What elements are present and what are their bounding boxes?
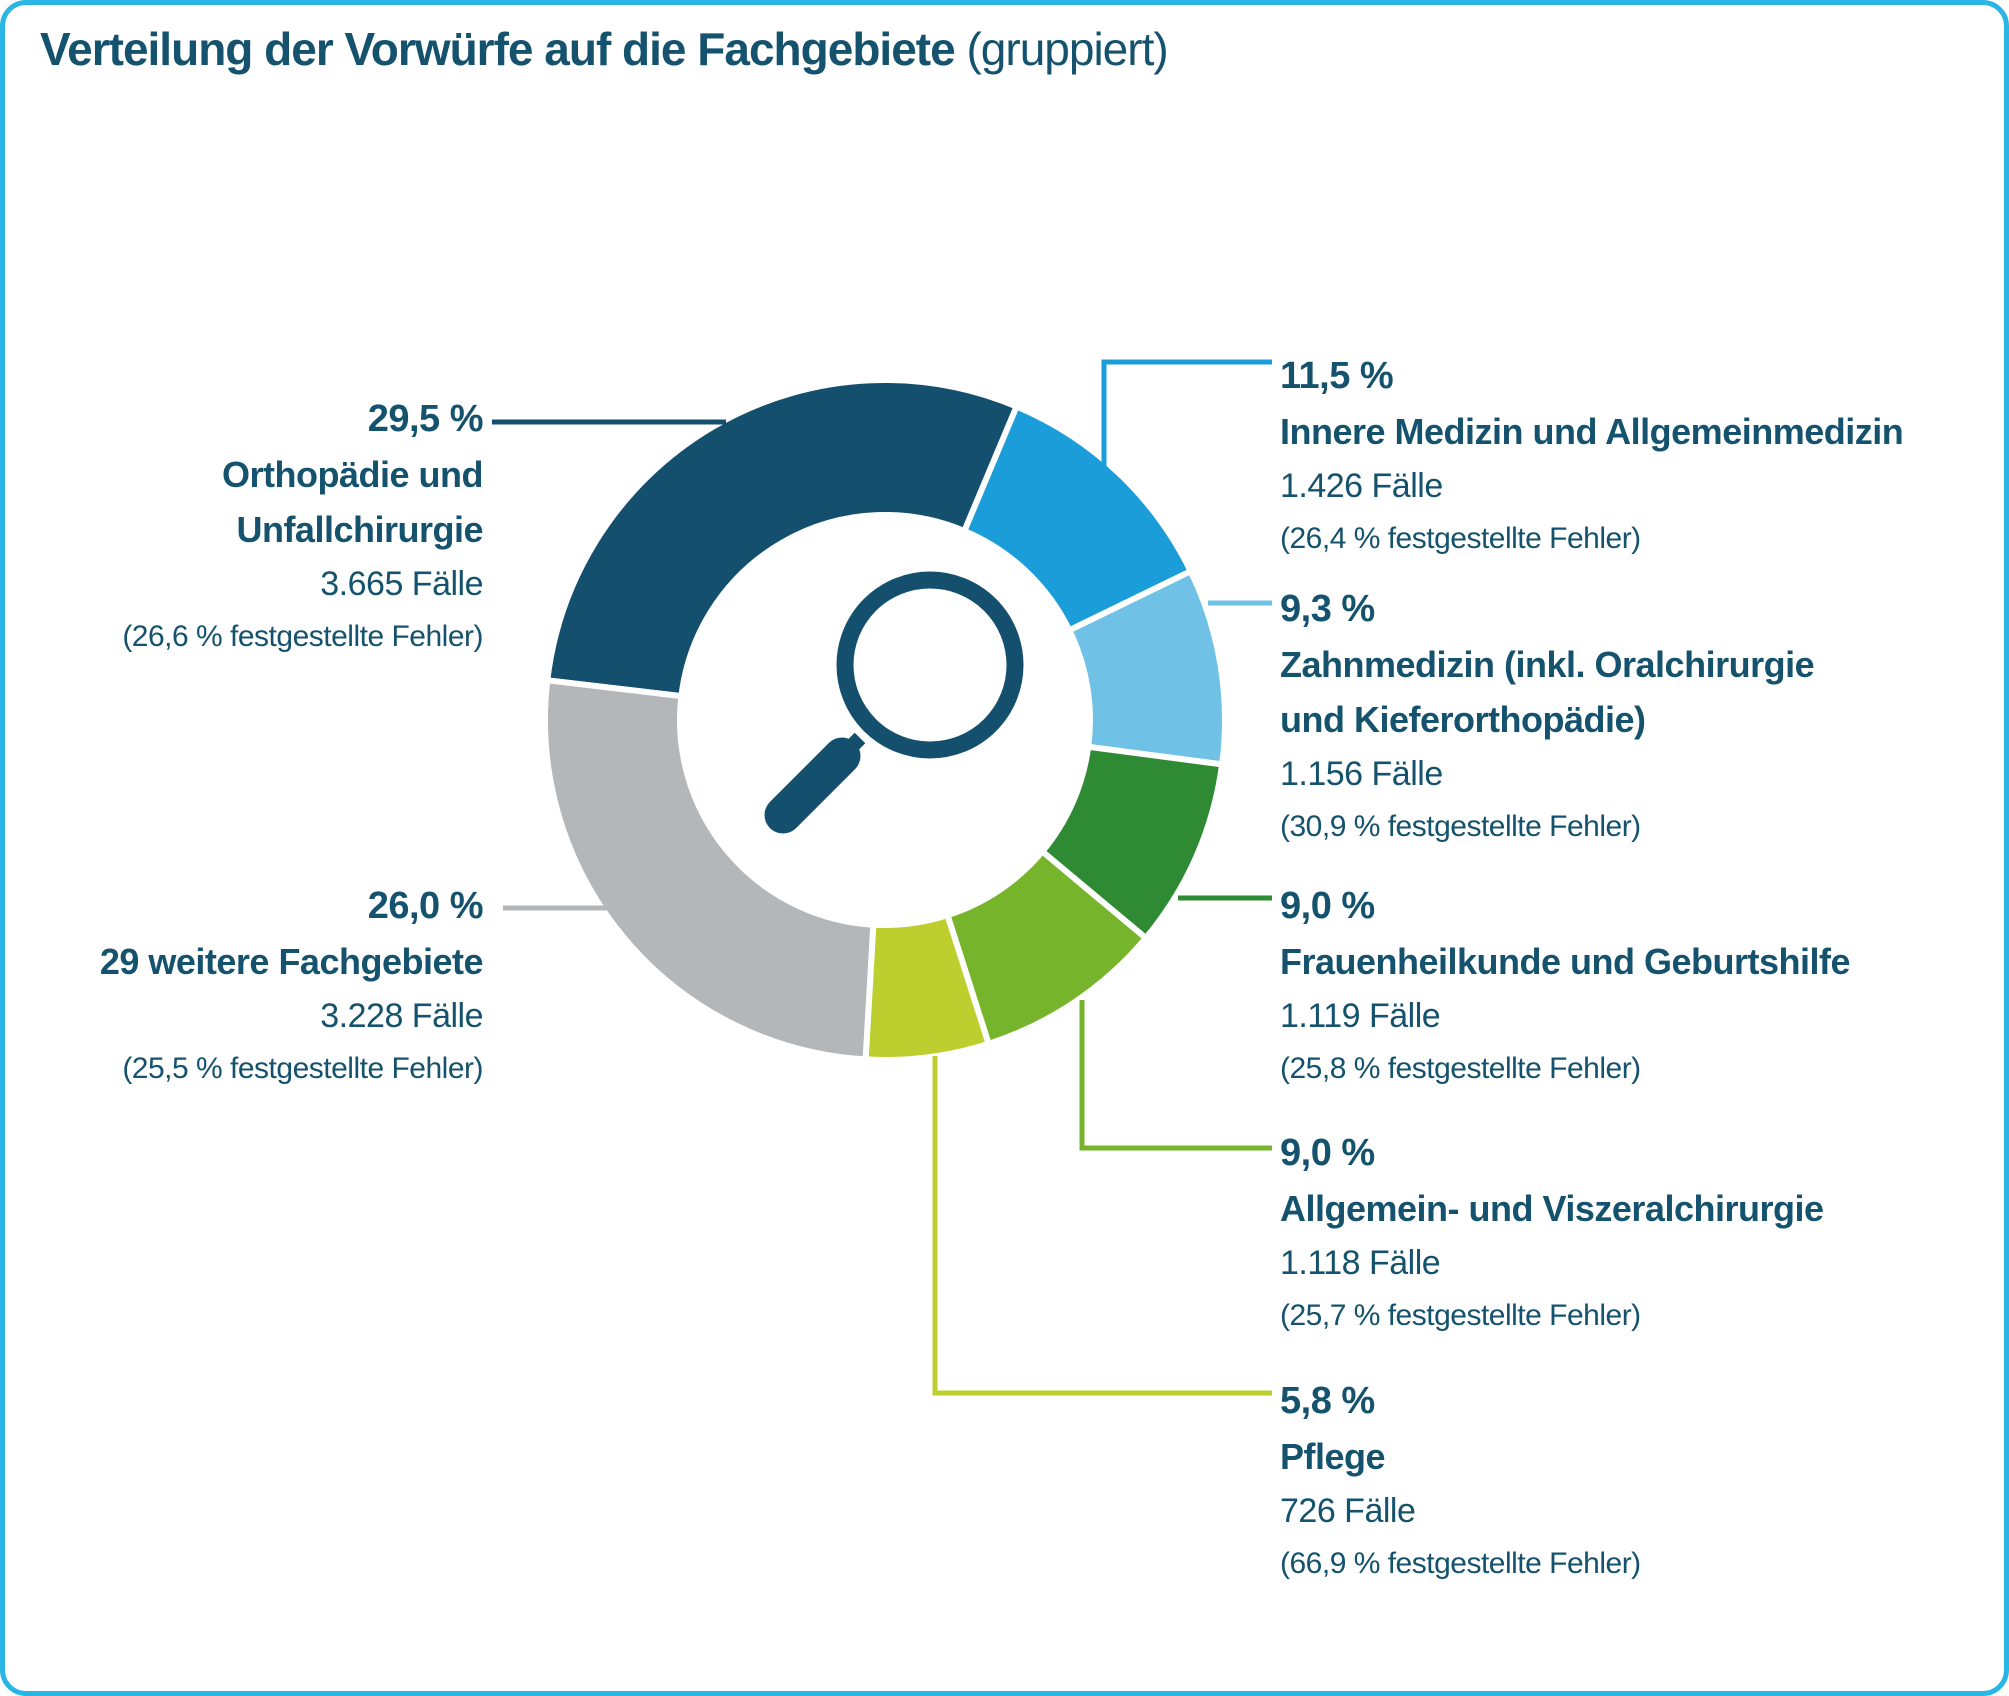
magnifier-icon bbox=[764, 571, 1024, 834]
label-innere-medizin: 11,5 % Innere Medizin und Allgemeinmediz… bbox=[1280, 349, 2000, 564]
segment-pct: 5,8 % bbox=[1280, 1380, 1375, 1422]
segment-error-rate: (25,5 % festgestellte Fehler) bbox=[122, 1052, 483, 1085]
segment-name-line: Orthopädie und bbox=[222, 454, 483, 495]
segment-cases: 1.118 Fälle bbox=[1280, 1244, 1441, 1282]
page-title: Verteilung der Vorwürfe auf die Fachgebi… bbox=[40, 20, 1169, 78]
label-orthopaedie: 29,5 % Orthopädie und Unfallchirurgie 3.… bbox=[20, 392, 483, 662]
segment-name-line: Pflege bbox=[1280, 1436, 1386, 1477]
segment-name-line: Zahnmedizin (inkl. Oralchirurgie bbox=[1280, 644, 1815, 685]
connector-segment-1 bbox=[1101, 359, 1272, 468]
label-weitere-fachgebiete: 26,0 % 29 weitere Fachgebiete 3.228 Fäll… bbox=[20, 879, 484, 1094]
donut-segment-0 bbox=[543, 377, 1021, 700]
segment-error-rate: (25,7 % festgestellte Fehler) bbox=[1280, 1299, 1641, 1332]
segment-pct: 11,5 % bbox=[1280, 355, 1394, 397]
segment-cases: 1.156 Fälle bbox=[1280, 755, 1443, 793]
page-title-bold: Verteilung der Vorwürfe auf die Fachgebi… bbox=[40, 23, 956, 75]
segment-cases: 1.426 Fälle bbox=[1280, 467, 1443, 505]
segment-pct: 9,0 % bbox=[1280, 1132, 1375, 1174]
label-allgemeinchirurgie: 9,0 % Allgemein- und Viszeralchirurgie 1… bbox=[1280, 1126, 2000, 1341]
segment-error-rate: (26,4 % festgestellte Fehler) bbox=[1280, 522, 1641, 555]
segment-pct: 9,3 % bbox=[1280, 588, 1375, 630]
segment-name-line: 29 weitere Fachgebiete bbox=[99, 941, 484, 982]
donut-segments bbox=[542, 377, 1229, 1063]
segment-pct: 29,5 % bbox=[367, 398, 484, 440]
segment-error-rate: (26,6 % festgestellte Fehler) bbox=[122, 620, 483, 653]
segment-cases: 3.665 Fälle bbox=[320, 565, 483, 603]
segment-name-line: und Kieferorthopädie) bbox=[1280, 699, 1646, 740]
page-title-regular: (gruppiert) bbox=[966, 23, 1168, 75]
connector-segment-5 bbox=[932, 1056, 1272, 1396]
label-connectors bbox=[492, 359, 1272, 1396]
connector-segment-4 bbox=[1079, 1000, 1272, 1151]
segment-pct: 26,0 % bbox=[367, 885, 484, 927]
segment-pct: 9,0 % bbox=[1280, 885, 1375, 927]
label-zahnmedizin: 9,3 % Zahnmedizin (inkl. Oralchirurgie u… bbox=[1280, 582, 2000, 852]
segment-cases: 726 Fälle bbox=[1280, 1492, 1416, 1530]
label-frauenheilkunde: 9,0 % Frauenheilkunde und Geburtshilfe 1… bbox=[1280, 879, 2000, 1094]
segment-name-line: Allgemein- und Viszeralchirurgie bbox=[1280, 1188, 1824, 1229]
segment-error-rate: (30,9 % festgestellte Fehler) bbox=[1280, 810, 1641, 843]
donut-segment-6 bbox=[542, 676, 877, 1063]
segment-error-rate: (25,8 % festgestellte Fehler) bbox=[1280, 1052, 1641, 1085]
label-pflege: 5,8 % Pflege 726 Fälle (66,9 % festgeste… bbox=[1280, 1374, 2000, 1589]
segment-cases: 1.119 Fälle bbox=[1280, 997, 1441, 1035]
segment-error-rate: (66,9 % festgestellte Fehler) bbox=[1280, 1547, 1641, 1580]
segment-name-line: Unfallchirurgie bbox=[236, 509, 483, 550]
segment-name-line: Frauenheilkunde und Geburtshilfe bbox=[1280, 941, 1851, 982]
segment-name-line: Innere Medizin und Allgemeinmedizin bbox=[1280, 411, 1904, 452]
segment-cases: 3.228 Fälle bbox=[320, 997, 483, 1035]
